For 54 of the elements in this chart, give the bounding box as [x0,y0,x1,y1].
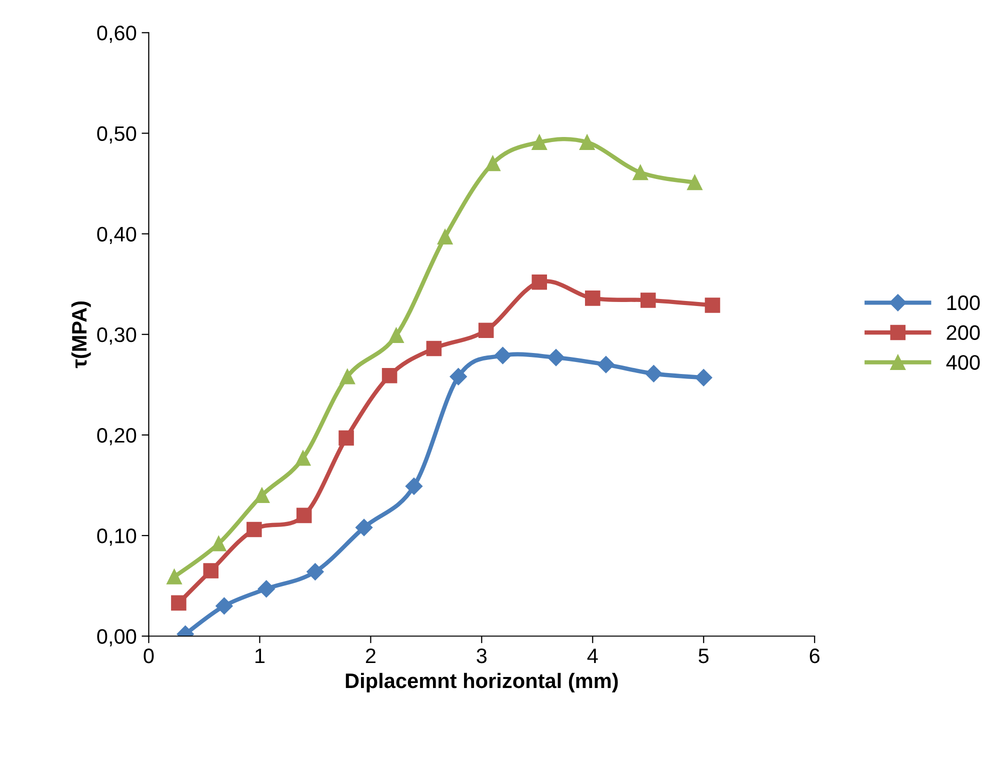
point [254,488,270,503]
y-tick-label: 0,30 [97,327,136,345]
point [532,134,548,150]
point [494,346,512,364]
legend-label: 200 [946,325,980,340]
point [338,430,354,446]
point [640,292,656,308]
point [437,229,453,244]
x-tick-label: 4 [587,648,598,664]
y-tick-label: 0,50 [97,126,136,144]
point [246,522,262,538]
point [258,580,275,598]
point [695,369,712,386]
point [340,369,356,384]
point [597,356,615,374]
point [388,328,404,344]
y-tick-label: 0,40 [97,226,136,244]
point [547,348,565,366]
x-tick-label: 1 [256,648,264,664]
point [296,508,312,524]
point [485,156,500,172]
y-tick-label: 0,10 [97,528,136,546]
y-tick-label: 0,00 [97,629,136,646]
point [355,518,373,536]
legend-label: 400 [946,355,980,370]
x-tick-label: 6 [810,648,820,664]
x-tick-label: 0 [144,648,154,664]
y-tick-label: 0,20 [97,428,136,446]
point [382,368,398,384]
x-tick-label: 2 [366,648,376,664]
point [166,569,182,584]
point [579,134,595,150]
y-tick-label: 0,60 [97,26,136,43]
point [211,536,226,552]
point [632,164,648,180]
point [405,478,423,495]
point [426,340,442,356]
point [532,274,548,290]
point [306,563,324,580]
y-axis-title: τ(MPA) [71,301,91,368]
x-axis-title: Diplacemnt horizontal (mm) [346,672,618,692]
point [450,368,467,386]
point [585,290,600,306]
x-tick-label: 3 [476,648,487,664]
point [216,597,233,614]
point [687,174,702,190]
point [645,365,662,382]
point [478,322,494,338]
point [203,563,219,578]
x-tick-label: 5 [698,648,709,664]
legend-label: 100 [947,295,980,310]
point [295,450,311,466]
point [704,298,720,313]
point [171,595,186,611]
